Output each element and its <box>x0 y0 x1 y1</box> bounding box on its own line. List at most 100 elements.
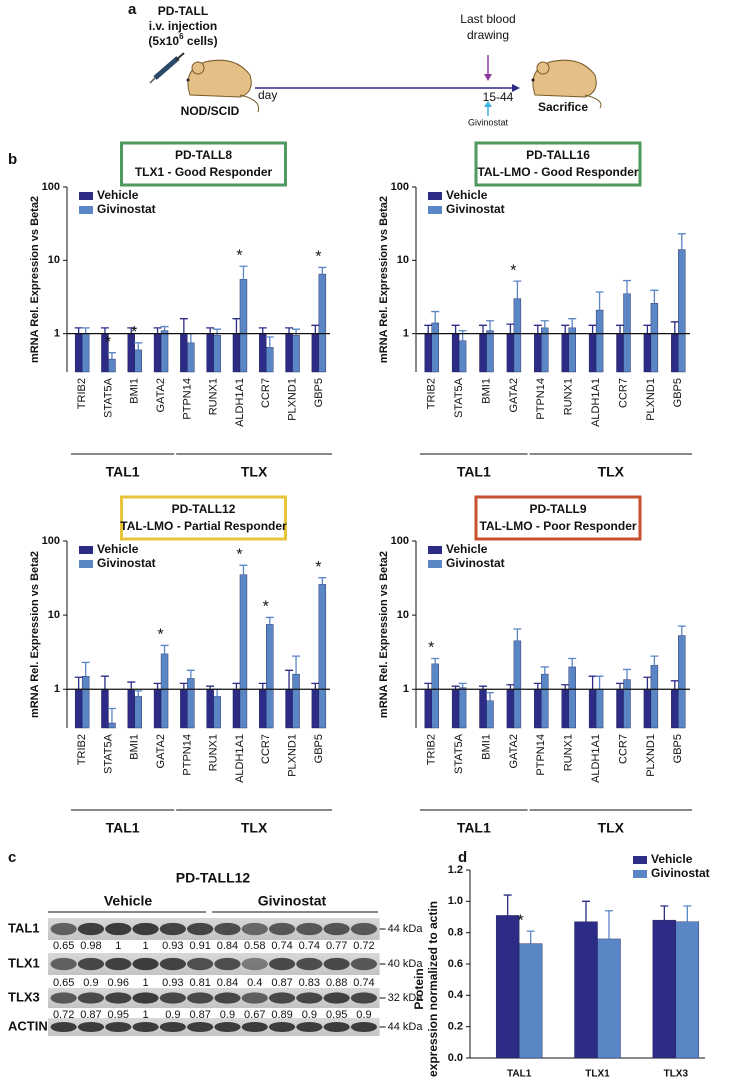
legend-swatch <box>79 192 93 200</box>
bar <box>424 333 432 373</box>
y-tick-label: 100 <box>391 181 409 193</box>
error-bar <box>100 327 109 334</box>
x-tick-label: ALDH1A1 <box>234 734 246 783</box>
significance-marker: * <box>105 334 111 351</box>
bar <box>451 333 460 373</box>
error-bar <box>107 707 116 724</box>
error-bar <box>533 324 542 334</box>
bar <box>671 333 679 373</box>
x-tick-label: GBP5 <box>672 378 684 407</box>
x-tick-label: CCR7 <box>260 378 272 408</box>
bar <box>160 330 169 373</box>
bar <box>650 665 659 729</box>
x-tick-label: RUNX1 <box>563 378 575 415</box>
bar <box>187 342 195 373</box>
quant-label: 0.74 <box>353 977 374 989</box>
bar <box>588 333 597 373</box>
x-tick-label: STAT5A <box>102 733 114 774</box>
x-tick-label: CCR7 <box>617 734 629 764</box>
bar <box>678 635 686 729</box>
error-bar <box>160 644 169 654</box>
y-tick-label: 1.2 <box>448 864 463 876</box>
error-bar <box>683 905 692 922</box>
group-label: TAL1 <box>457 820 491 836</box>
legend-swatch <box>633 870 647 878</box>
panel-a: a PD-TALL i.v. injection (5x106 cells) N… <box>128 1 602 127</box>
y-tick-label: 1 <box>54 683 60 695</box>
bar <box>134 349 142 373</box>
blot-strip <box>48 1018 380 1036</box>
blot-band <box>159 1021 186 1033</box>
size-label: 44 kDa <box>388 923 424 935</box>
group-label: TAL1 <box>106 820 140 836</box>
blot-band <box>241 992 268 1004</box>
bar <box>506 689 515 729</box>
group-label: TLX <box>598 820 625 836</box>
blot-band <box>77 922 105 936</box>
error-bar <box>186 669 195 679</box>
panel-label: a <box>128 1 137 18</box>
significance-marker: * <box>315 249 321 266</box>
quant-label: 0.58 <box>244 940 265 952</box>
error-bar <box>650 655 659 666</box>
legend-swatch <box>428 192 442 200</box>
blot-band <box>50 957 77 971</box>
x-tick-label: BMI1 <box>480 378 492 404</box>
quant-label: 0.9 <box>165 1009 180 1021</box>
error-bar <box>503 894 512 916</box>
blot-band <box>187 1021 214 1033</box>
blot-band <box>296 1021 323 1033</box>
blot-band <box>214 1021 241 1033</box>
error-bar <box>677 233 686 250</box>
error-bar <box>232 318 241 334</box>
quant-label: 0.84 <box>217 940 238 952</box>
error-bar <box>292 328 301 336</box>
x-tick-label: PLXND1 <box>286 378 298 421</box>
blot-band <box>105 922 132 936</box>
error-bar <box>458 329 467 341</box>
quant-label: 1 <box>142 977 148 989</box>
bar <box>643 689 652 729</box>
blot-band <box>268 922 296 936</box>
row-label: TAL1 <box>8 920 40 935</box>
quant-label: 0.4 <box>247 977 262 989</box>
error-bar <box>292 655 301 675</box>
bar <box>232 689 241 729</box>
error-bar <box>513 628 522 641</box>
quant-label: 0.9 <box>302 1009 317 1021</box>
bar <box>180 689 188 729</box>
quant-label: 0.81 <box>189 977 210 989</box>
error-bar <box>318 266 327 275</box>
chart-subtitle: TLX1 - Good Responder <box>135 165 273 179</box>
error-bar <box>81 661 90 677</box>
blot-band <box>77 992 105 1004</box>
error-bar <box>643 676 652 690</box>
quant-label: 0.83 <box>299 977 320 989</box>
quant-label: 0.74 <box>271 940 292 952</box>
x-tick-label: CCR7 <box>260 734 272 764</box>
blot-band <box>159 992 186 1004</box>
error-bar <box>265 336 274 348</box>
bar <box>424 689 432 729</box>
x-tick-label: GBP5 <box>313 378 325 407</box>
bar <box>495 915 520 1059</box>
blot-band <box>268 992 296 1004</box>
legend-label: Vehicle <box>446 542 488 556</box>
x-tick-label: TAL1 <box>507 1069 532 1080</box>
x-tick-label: TRIB2 <box>426 378 438 409</box>
chart-subtitle: TAL-LMO - Partial Responder <box>120 519 287 533</box>
bar <box>232 333 241 373</box>
x-tick-label: TRIB2 <box>426 734 438 765</box>
bar <box>311 333 320 373</box>
error-bar <box>107 352 116 360</box>
y-tick-label: 0.8 <box>448 927 463 939</box>
chart-title: PD-TALL12 <box>172 502 236 516</box>
row-label: ACTIN <box>8 1018 48 1033</box>
blot-band <box>50 1021 77 1033</box>
significance-marker: * <box>236 247 242 264</box>
bar <box>292 673 300 729</box>
bar <box>597 938 621 1059</box>
bar <box>595 309 604 373</box>
bar <box>616 333 624 373</box>
